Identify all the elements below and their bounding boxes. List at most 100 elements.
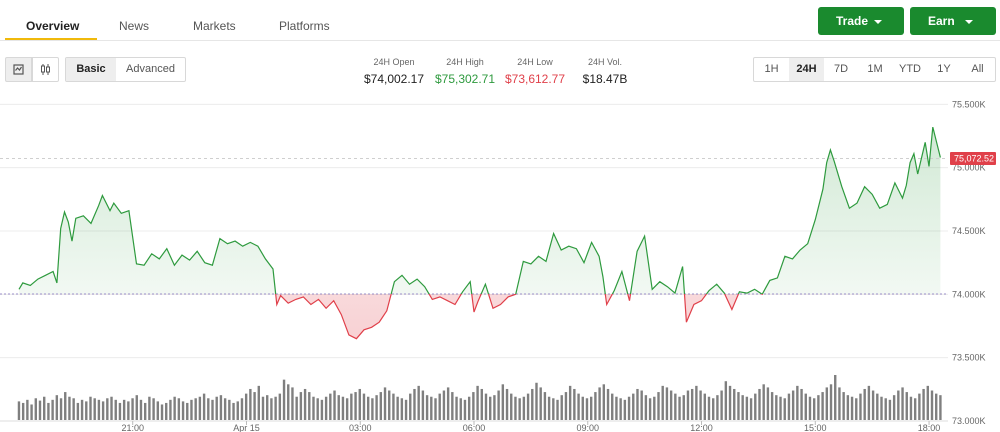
tab-platforms[interactable]: Platforms xyxy=(279,19,330,33)
y-tick-label: 74.000K xyxy=(952,289,986,299)
volume-bar xyxy=(43,396,46,420)
volume-bar xyxy=(55,395,59,420)
volume-bar xyxy=(573,388,576,420)
volume-bar xyxy=(476,385,479,420)
volume-bar xyxy=(421,390,425,420)
volume-bar xyxy=(804,393,807,420)
line-chart-button[interactable] xyxy=(5,57,32,82)
earn-button-label: Earn xyxy=(928,14,955,28)
volume-bar xyxy=(733,388,736,420)
volume-bar xyxy=(198,396,202,420)
volume-bar xyxy=(514,396,517,420)
line-chart-icon xyxy=(13,64,24,75)
volume-bar xyxy=(695,385,698,420)
trade-button[interactable]: Trade xyxy=(818,7,904,35)
tab-overview[interactable]: Overview xyxy=(26,19,80,33)
volume-bar xyxy=(101,401,105,420)
volume-bar xyxy=(266,395,269,420)
chevron-down-icon xyxy=(874,20,882,24)
range-ytd[interactable]: YTD xyxy=(899,63,921,75)
volume-bar xyxy=(232,402,235,420)
volume-bar xyxy=(821,392,824,420)
volume-bar xyxy=(493,395,496,420)
volume-bar xyxy=(85,401,88,420)
volume-bar xyxy=(665,387,669,420)
volume-bar xyxy=(118,402,122,420)
volume-bar xyxy=(59,398,63,420)
candlestick-button[interactable] xyxy=(32,57,59,82)
stat-value: $18.47B xyxy=(582,72,628,86)
volume-bar xyxy=(278,393,282,420)
y-tick-label: 74.500K xyxy=(952,226,986,236)
volume-bar xyxy=(282,379,286,420)
volume-bar xyxy=(724,381,728,420)
current-price-tag: 75,072.52 xyxy=(950,151,996,165)
range-1m[interactable]: 1M xyxy=(867,63,883,75)
price-chart: 73.000K 73.500K 74.000K 74.500K 75.000K 75.50… xyxy=(0,99,996,432)
volume-bar xyxy=(749,398,753,420)
volume-bar xyxy=(808,396,812,420)
stat-label: 24H Open xyxy=(373,57,415,67)
volume-bar xyxy=(871,390,875,420)
volume-bar xyxy=(68,396,71,420)
volume-bar xyxy=(615,396,618,420)
mode-basic[interactable]: Basic xyxy=(66,58,116,81)
volume-bar xyxy=(442,390,446,420)
earn-button[interactable]: Earn xyxy=(910,7,996,35)
volume-bar xyxy=(526,393,530,420)
volume-bar xyxy=(918,393,921,420)
volume-bar xyxy=(661,385,664,420)
time-range-selector: 1H 24H 7D 1M YTD 1Y All xyxy=(753,57,996,82)
volume-bar xyxy=(703,393,706,420)
volume-bar xyxy=(261,396,265,420)
volume-bar xyxy=(762,384,765,420)
volume-bar xyxy=(228,399,231,420)
tab-news[interactable]: News xyxy=(119,19,150,33)
volume-bar xyxy=(926,385,929,420)
volume-bar xyxy=(354,392,357,420)
volume-bar xyxy=(253,392,256,420)
volume-bar xyxy=(362,393,366,420)
volume-bar xyxy=(135,395,138,420)
range-1h[interactable]: 1H xyxy=(764,63,779,75)
volume-bar xyxy=(194,398,197,420)
volume-bar xyxy=(190,399,193,420)
volume-bar xyxy=(552,398,555,420)
volume-bar xyxy=(501,384,505,420)
volume-bar xyxy=(720,390,723,420)
volume-bar xyxy=(160,404,164,420)
x-tick-label: 21:00 xyxy=(121,423,144,432)
volume-bar xyxy=(430,396,433,420)
volume-bar xyxy=(358,388,361,420)
volume-bar xyxy=(26,399,29,420)
range-7d[interactable]: 7D xyxy=(833,63,849,75)
tab-markets[interactable]: Markets xyxy=(193,19,236,33)
volume-bar xyxy=(585,398,589,420)
volume-bar xyxy=(463,399,467,420)
volume-bar xyxy=(682,395,685,420)
volume-bar xyxy=(383,387,387,420)
volume-bar xyxy=(922,388,925,420)
volume-bar xyxy=(913,398,917,420)
mode-advanced[interactable]: Advanced xyxy=(126,63,175,75)
volume-bar xyxy=(97,399,101,420)
x-axis: 21:00 Apr 15 03:00 06:00 09:00 12:00 15:00 18:0… xyxy=(0,420,948,432)
volume-bar xyxy=(274,396,277,420)
range-1y[interactable]: 1Y xyxy=(937,63,951,75)
volume-bar xyxy=(640,390,643,420)
chart-mode-toggle: Basic Advanced xyxy=(65,57,186,82)
price-line-down xyxy=(275,294,764,340)
volume-bar xyxy=(131,398,134,420)
volume-bar xyxy=(779,396,782,420)
range-24h[interactable]: 24H xyxy=(789,58,824,81)
volume-bar xyxy=(829,384,833,420)
volume-bar xyxy=(122,399,126,420)
volume-bar xyxy=(535,382,538,420)
price-line-up xyxy=(18,126,941,295)
volume-bar xyxy=(787,393,791,420)
volume-bar xyxy=(181,401,185,420)
range-all[interactable]: All xyxy=(971,63,984,75)
x-tick-label: 09:00 xyxy=(576,423,599,432)
volume-bar xyxy=(648,398,652,420)
volume-bar xyxy=(396,396,399,420)
